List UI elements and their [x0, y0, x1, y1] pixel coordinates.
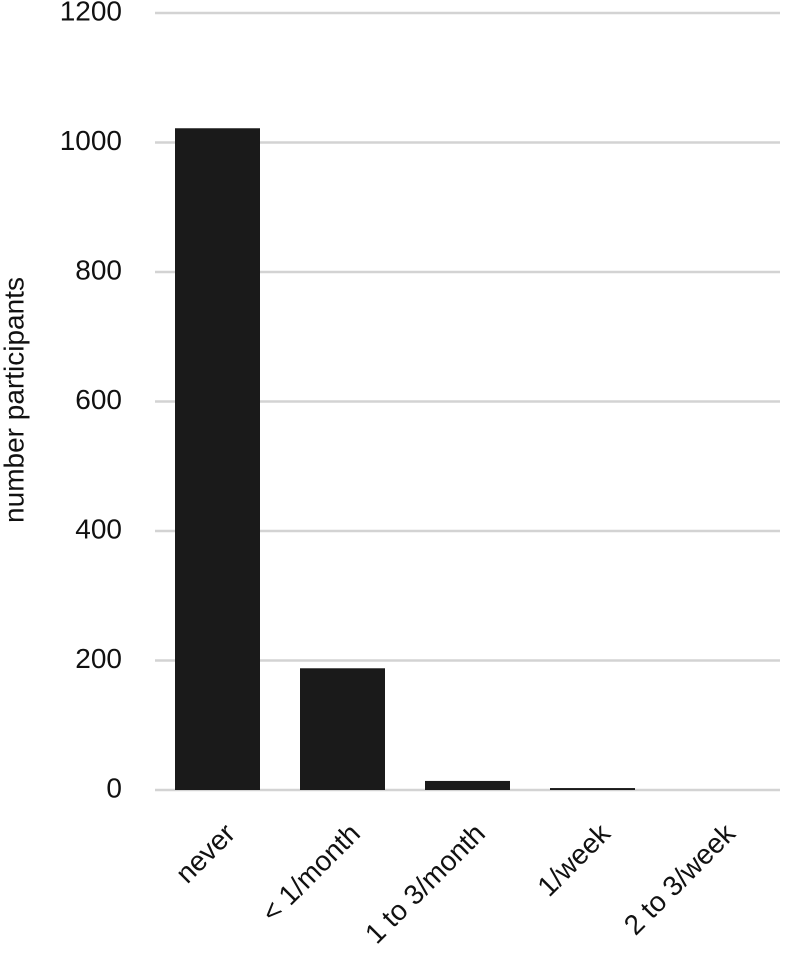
y-axis-title: number participants [0, 277, 29, 523]
y-tick-label: 400 [75, 513, 122, 544]
bar [550, 788, 635, 790]
y-tick-label: 1200 [60, 0, 122, 26]
y-tick-label: 600 [75, 384, 122, 415]
x-tick-label: 2 to 3/week [618, 817, 742, 941]
bar [175, 128, 260, 790]
x-tick-label: 1 to 3/month [359, 818, 491, 950]
y-tick-label: 800 [75, 254, 122, 285]
bar [300, 668, 385, 790]
x-tick-label: 1/week [531, 817, 616, 902]
x-tick-label: < 1/month [255, 818, 366, 929]
y-tick-label: 0 [106, 772, 122, 803]
x-tick-label: never [170, 818, 241, 889]
bar [425, 780, 510, 790]
y-tick-label: 200 [75, 643, 122, 674]
y-tick-label: 1000 [60, 125, 122, 156]
